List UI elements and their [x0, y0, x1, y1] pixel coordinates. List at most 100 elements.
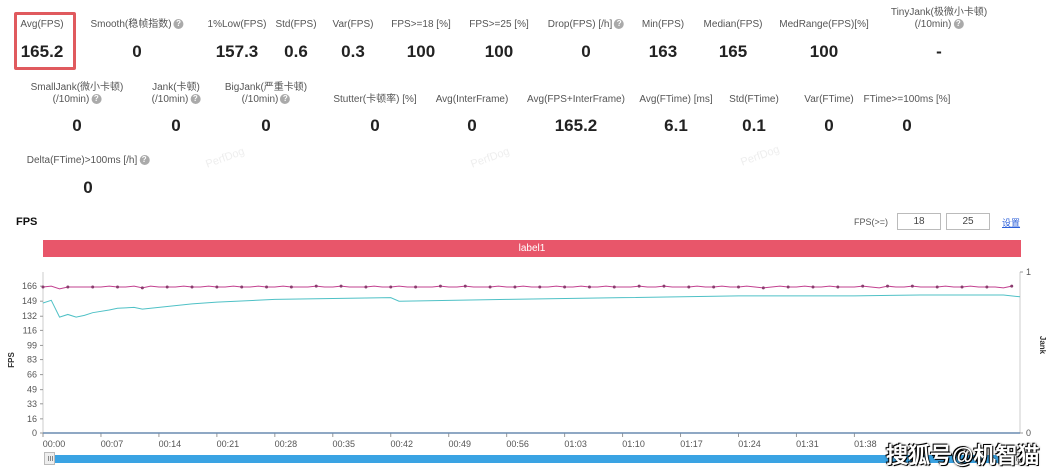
fps-point [116, 285, 120, 289]
fps-point [265, 285, 269, 289]
fps-point [215, 285, 219, 289]
threshold1-input[interactable]: 18 [897, 213, 941, 230]
fps-point [736, 285, 740, 289]
x-tick-label: 01:03 [564, 439, 587, 449]
fps-point [836, 285, 840, 289]
metric-value: 0 [467, 116, 477, 135]
fps-point [612, 285, 616, 289]
metric: Std(FPS) 0.6 [275, 0, 316, 62]
metric-value: 0 [132, 42, 142, 61]
help-icon[interactable]: ? [173, 19, 184, 30]
metric: Avg(InterFrame) 0 [436, 0, 509, 136]
metric-label: Avg(InterFrame) [435, 94, 509, 105]
fps-point [190, 285, 194, 289]
metric-value: 100 [484, 42, 514, 61]
metric-value: 0 [83, 178, 93, 197]
x-tick-label: 00:56 [506, 439, 529, 449]
metric-value: 100 [809, 42, 839, 61]
metric-value: 0 [824, 116, 834, 135]
metric-value: 157.3 [215, 42, 259, 61]
chart-title: FPS [16, 216, 38, 228]
metric-label: Avg(FPS) [20, 19, 64, 30]
help-icon[interactable]: ? [139, 155, 150, 166]
settings-link[interactable]: 设置 [1002, 218, 1021, 228]
y2-tick-label: 0 [1026, 428, 1031, 438]
fps-point [513, 285, 517, 289]
metric-label: 1%Low(FPS) [207, 19, 267, 30]
help-icon[interactable]: ? [91, 94, 102, 105]
fps-point [935, 285, 939, 289]
y-tick-label: 166 [22, 281, 37, 291]
fps-point [563, 285, 567, 289]
metric: Avg(FTime) [ms] 6.1 [639, 0, 712, 136]
metric-label: Median(FPS) [703, 19, 763, 30]
metric-label: FTime>=100ms [%] [863, 94, 951, 105]
metric: Median(FPS) 165 [704, 0, 763, 62]
fps-point [662, 284, 666, 288]
metric: Drop(FPS) [/h]? 0 [547, 0, 625, 62]
x-tick-label: 01:31 [796, 439, 819, 449]
help-icon[interactable]: ? [280, 94, 291, 105]
x-tick-label: 00:42 [390, 439, 413, 449]
metric-value: 163 [648, 42, 678, 61]
fps-point [886, 284, 890, 288]
metric: 1%Low(FPS) 157.3 [208, 0, 267, 62]
fps-point [364, 285, 368, 289]
timeline-scrollbar[interactable] [46, 455, 1020, 463]
help-icon[interactable]: ? [614, 19, 625, 30]
metric-value: 100 [406, 42, 436, 61]
fps-point [687, 285, 691, 289]
scroll-handle-left[interactable] [44, 452, 55, 465]
fps-point [786, 285, 790, 289]
fps-point [339, 284, 343, 288]
y-tick-label: 149 [22, 296, 37, 306]
y2-axis-label: Jank [1038, 336, 1047, 355]
metric: Std(FTime) 0.1 [729, 0, 779, 136]
x-tick-label: 01:38 [854, 439, 877, 449]
scroll-handle-right[interactable] [1012, 452, 1023, 465]
y-tick-label: 33 [27, 399, 37, 409]
fps-line [42, 285, 1012, 290]
metric-label: SmallJank(微小卡顿) [30, 82, 124, 93]
fps-point [761, 286, 765, 290]
fps-point [910, 284, 914, 288]
metric: SmallJank(微小卡顿) (/10min)? 0 [31, 0, 124, 136]
y-tick-label: 132 [22, 311, 37, 321]
x-tick-label: 00:14 [159, 439, 182, 449]
metric: BigJank(严重卡顿) (/10min)? 0 [225, 0, 307, 136]
metric-label: MedRange(FPS)[%] [779, 19, 869, 30]
fps-point [637, 284, 641, 288]
metric: Var(FTime) 0 [804, 0, 853, 136]
metric-label: Std(FPS) [275, 19, 317, 30]
fps-point [66, 285, 70, 289]
y-tick-label: 66 [27, 370, 37, 380]
threshold2-input[interactable]: 25 [946, 213, 990, 230]
fps-point [389, 285, 393, 289]
help-icon[interactable]: ? [953, 19, 964, 30]
label-bar[interactable]: label1 [43, 240, 1021, 257]
fps-point [712, 285, 716, 289]
x-tick-label: 00:28 [275, 439, 298, 449]
metric: Avg(FPS) 165.2 [20, 0, 63, 62]
metric-value: 0 [370, 116, 380, 135]
metric-value: 0 [72, 116, 82, 135]
help-icon[interactable]: ? [190, 94, 201, 105]
fps-point [1010, 284, 1014, 288]
y-tick-label: 16 [27, 414, 37, 424]
fps-point [960, 285, 964, 289]
metric: Jank(卡顿) (/10min)? 0 [152, 0, 201, 136]
fps-point [538, 285, 542, 289]
metric-label-unit: (/10min) [241, 94, 279, 105]
metric: FPS>=18 [%] 100 [391, 0, 450, 62]
metric-value: 0.1 [742, 116, 766, 135]
fps-point [165, 285, 169, 289]
metric: Var(FPS) 0.3 [333, 0, 374, 62]
x-tick-label: 00:07 [101, 439, 124, 449]
metric-value: 165.2 [554, 116, 598, 135]
metric-label: Drop(FPS) [/h] [547, 19, 613, 30]
metric-value: 0.6 [284, 42, 308, 61]
metric-label: FPS>=25 [%] [469, 19, 529, 30]
metric-value: 165 [718, 42, 748, 61]
fps-point [414, 285, 418, 289]
